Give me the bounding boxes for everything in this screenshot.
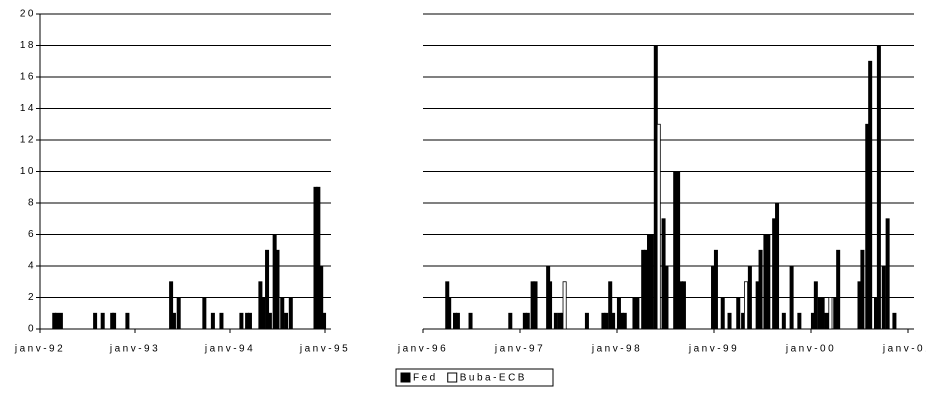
bar <box>713 249 718 330</box>
y-tick-label: 4 <box>28 261 36 272</box>
y-tick-label: 16 <box>20 72 36 83</box>
bar <box>635 297 640 330</box>
bar <box>125 312 130 330</box>
legend-label: Fed <box>413 373 438 384</box>
bar <box>219 312 224 330</box>
legend-swatch <box>447 372 458 383</box>
legend-box <box>395 368 554 387</box>
bar <box>836 249 841 330</box>
bar <box>604 312 609 330</box>
bar <box>322 312 327 330</box>
bar <box>676 171 681 330</box>
x-tick-label: janv-95 <box>299 344 350 355</box>
bar <box>553 312 558 330</box>
bar <box>265 249 270 330</box>
bar <box>55 312 60 330</box>
bar <box>681 281 686 330</box>
y-tick-label: 6 <box>28 229 36 240</box>
bar <box>210 312 215 330</box>
bar <box>275 249 280 330</box>
bar <box>316 186 321 330</box>
x-tick-label: janv-00 <box>785 344 836 355</box>
y-tick-label: 0 <box>28 324 36 335</box>
bar <box>93 312 98 330</box>
bar <box>892 312 897 330</box>
x-tick-label: janv-97 <box>494 344 545 355</box>
bar <box>468 312 473 330</box>
bar <box>447 297 452 330</box>
bar <box>171 312 176 330</box>
bar <box>820 297 825 330</box>
bar <box>169 281 174 330</box>
bar <box>608 281 613 330</box>
bar <box>280 297 285 330</box>
y-tick-label: 2 <box>28 292 36 303</box>
legend: Fed Buba-ECB <box>400 372 527 384</box>
bar <box>824 312 829 330</box>
bar <box>239 312 244 330</box>
bar <box>112 312 117 330</box>
y-tick-label: 14 <box>20 103 36 114</box>
x-tick-label: janv-93 <box>109 344 160 355</box>
legend-swatch <box>400 372 411 383</box>
bar <box>876 45 881 330</box>
bar <box>548 281 553 330</box>
bar <box>744 281 749 330</box>
bar <box>455 312 460 330</box>
y-tick-label: 12 <box>20 135 36 146</box>
bar <box>319 265 324 330</box>
bar <box>736 297 741 330</box>
y-tick-label: 18 <box>20 40 36 51</box>
bar <box>860 249 865 330</box>
bar <box>288 297 293 330</box>
bar <box>100 312 105 330</box>
x-tick-label: janv-92 <box>14 344 65 355</box>
bar <box>727 312 732 330</box>
bar <box>828 297 833 330</box>
bar <box>813 281 818 330</box>
bar <box>284 312 289 330</box>
x-tick-label: janv-99 <box>688 344 739 355</box>
x-tick-label: janv-96 <box>397 344 448 355</box>
bar <box>176 297 181 330</box>
y-tick-label: 20 <box>20 9 36 20</box>
y-tick-label: 10 <box>20 166 36 177</box>
bar <box>720 297 725 330</box>
bar <box>758 249 763 330</box>
bar <box>656 123 661 330</box>
bar <box>622 312 627 330</box>
legend-label: Buba-ECB <box>460 373 527 384</box>
bar <box>562 281 567 330</box>
bar <box>797 312 802 330</box>
bar <box>775 202 780 330</box>
bar <box>881 265 886 330</box>
bar <box>247 312 252 330</box>
bar <box>766 234 771 330</box>
bar <box>649 234 654 330</box>
bar <box>611 312 616 330</box>
bar <box>664 265 669 330</box>
bar <box>508 312 513 330</box>
bar <box>202 297 207 330</box>
x-tick-label: janv-98 <box>591 344 642 355</box>
bar <box>885 218 890 330</box>
bar <box>525 312 530 330</box>
x-tick-label: janv-94 <box>204 344 255 355</box>
bar <box>781 312 786 330</box>
x-tick-label: janv-01 <box>882 344 926 355</box>
bar <box>533 281 538 330</box>
bar <box>747 265 752 330</box>
y-tick-label: 8 <box>28 198 36 209</box>
bar <box>261 297 266 330</box>
bar <box>58 312 63 330</box>
bar <box>267 312 272 330</box>
bar <box>789 265 794 330</box>
bar <box>584 312 589 330</box>
bar <box>868 60 873 330</box>
